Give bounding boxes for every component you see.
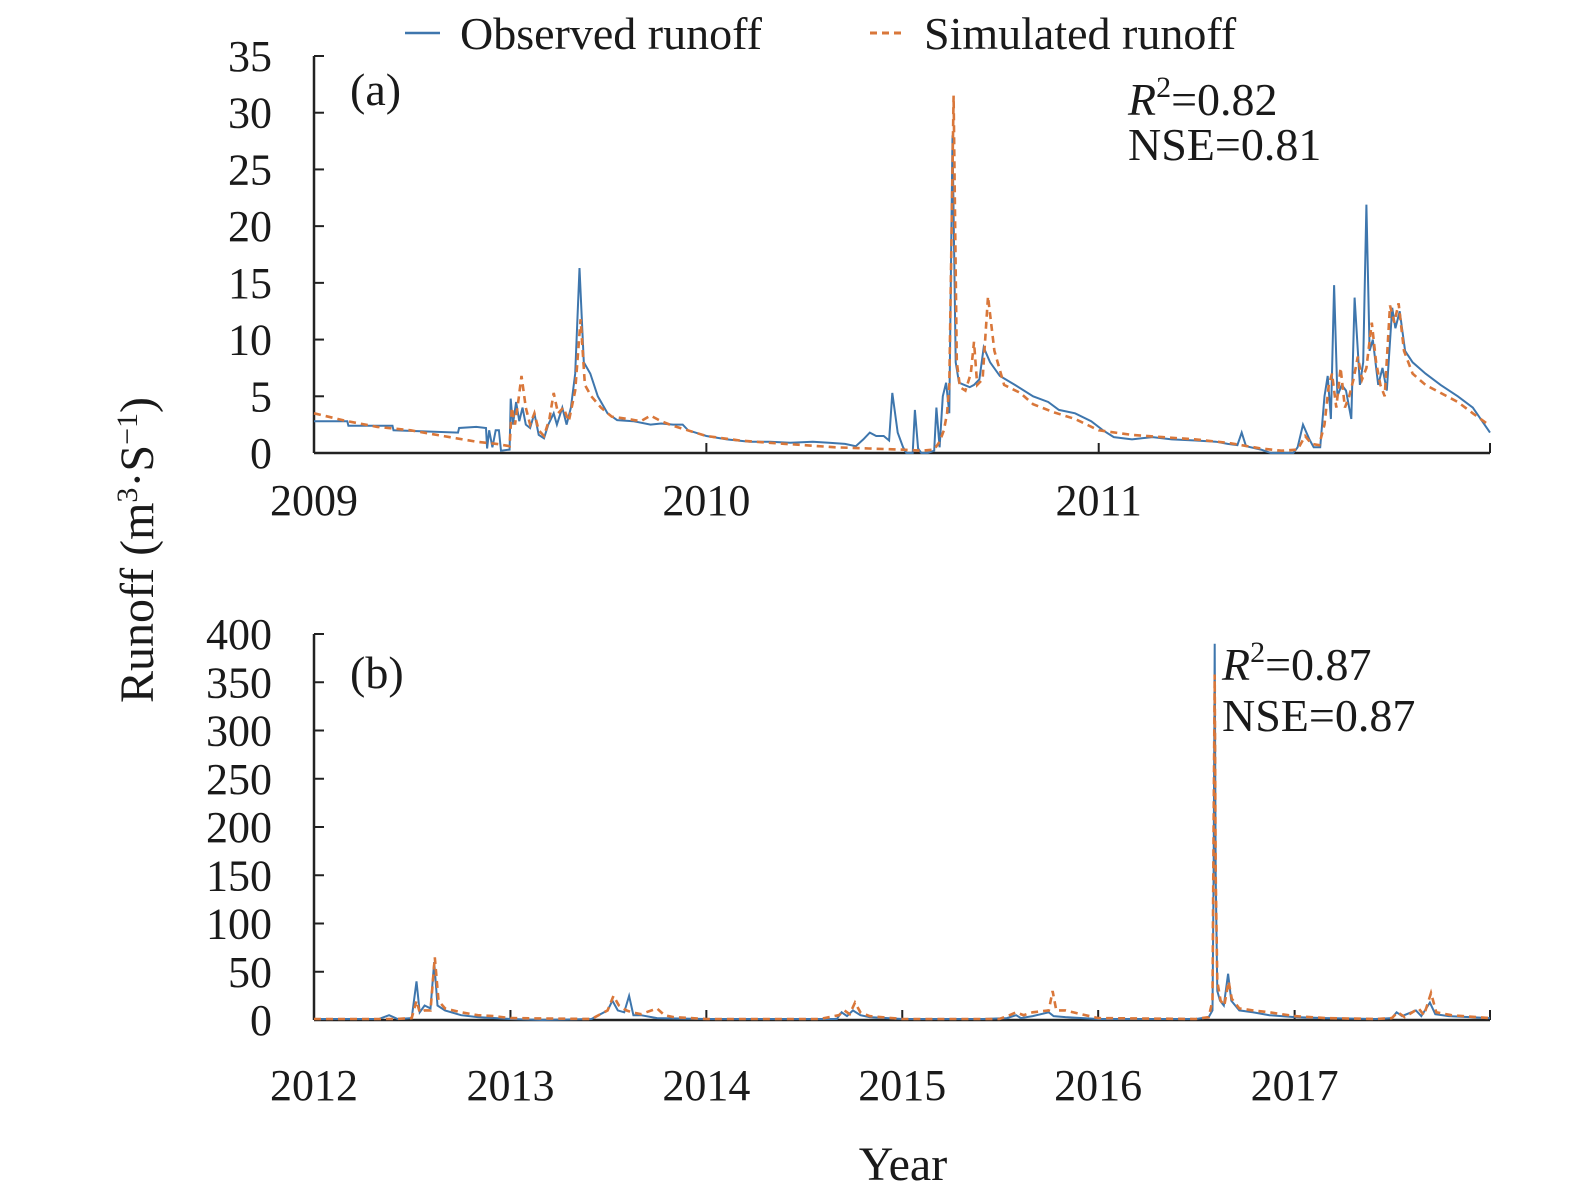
legend: Observed runoff Simulated runoff: [405, 8, 1237, 59]
x-tick-label: 2014: [662, 1061, 750, 1110]
y-tick-label: 300: [206, 707, 272, 756]
x-tick-label: 2013: [466, 1061, 554, 1110]
panel-b-nse: NSE=0.87: [1222, 690, 1415, 741]
panel-a-axes: [312, 56, 1490, 455]
y-tick-label: 250: [206, 755, 272, 804]
panel-b-label: (b): [350, 647, 404, 698]
x-tick-label: 2011: [1056, 476, 1142, 525]
panel-b-r2: R2=0.87: [1221, 636, 1372, 690]
y-tick-label: 150: [206, 851, 272, 900]
y-tick-label: 100: [206, 900, 272, 949]
y-tick-label: 35: [228, 32, 272, 81]
panel-b-simulated-line: [314, 674, 1491, 1021]
x-tick-label: 2017: [1251, 1061, 1339, 1110]
y-tick-label: 0: [250, 996, 272, 1045]
x-tick-label: 2015: [858, 1061, 946, 1110]
panel-a-y-ticks: 0 5 10 15 20 25 30 35: [228, 32, 324, 478]
y-tick-label: 350: [206, 658, 272, 707]
panel-a-nse: NSE=0.81: [1128, 119, 1321, 170]
panel-a-simulated-line: [313, 95, 1491, 453]
y-tick-label: 400: [206, 610, 272, 659]
y-axis-title: Runoff (m3·S−1): [111, 397, 164, 703]
x-tick-label: 2009: [270, 476, 358, 525]
legend-simulated-label: Simulated runoff: [924, 8, 1237, 59]
panel-b-observed-line: [314, 643, 1491, 1022]
y-tick-label: 5: [250, 372, 272, 421]
panel-a-label: (a): [350, 64, 401, 115]
x-tick-label: 2012: [270, 1061, 358, 1110]
panel-a-x-ticks: 2009 2010 2011: [270, 443, 1491, 525]
legend-observed-label: Observed runoff: [460, 8, 763, 59]
y-tick-label: 25: [228, 145, 272, 194]
y-tick-label: 10: [228, 316, 272, 365]
panel-b-x-ticks: 2012 2013 2014 2015 2016 2017: [270, 1010, 1491, 1110]
x-axis-title: Year: [859, 1138, 947, 1191]
y-tick-label: 30: [228, 89, 272, 138]
panel-a-observed-line: [314, 135, 1491, 454]
panel-a-r2: R2=0.82: [1127, 71, 1278, 125]
y-tick-label: 15: [228, 259, 272, 308]
y-tick-label: 200: [206, 803, 272, 852]
y-tick-label: 0: [250, 429, 272, 478]
x-tick-label: 2016: [1054, 1061, 1142, 1110]
y-tick-label: 50: [228, 948, 272, 997]
y-tick-label: 20: [228, 202, 272, 251]
x-tick-label: 2010: [662, 476, 750, 525]
